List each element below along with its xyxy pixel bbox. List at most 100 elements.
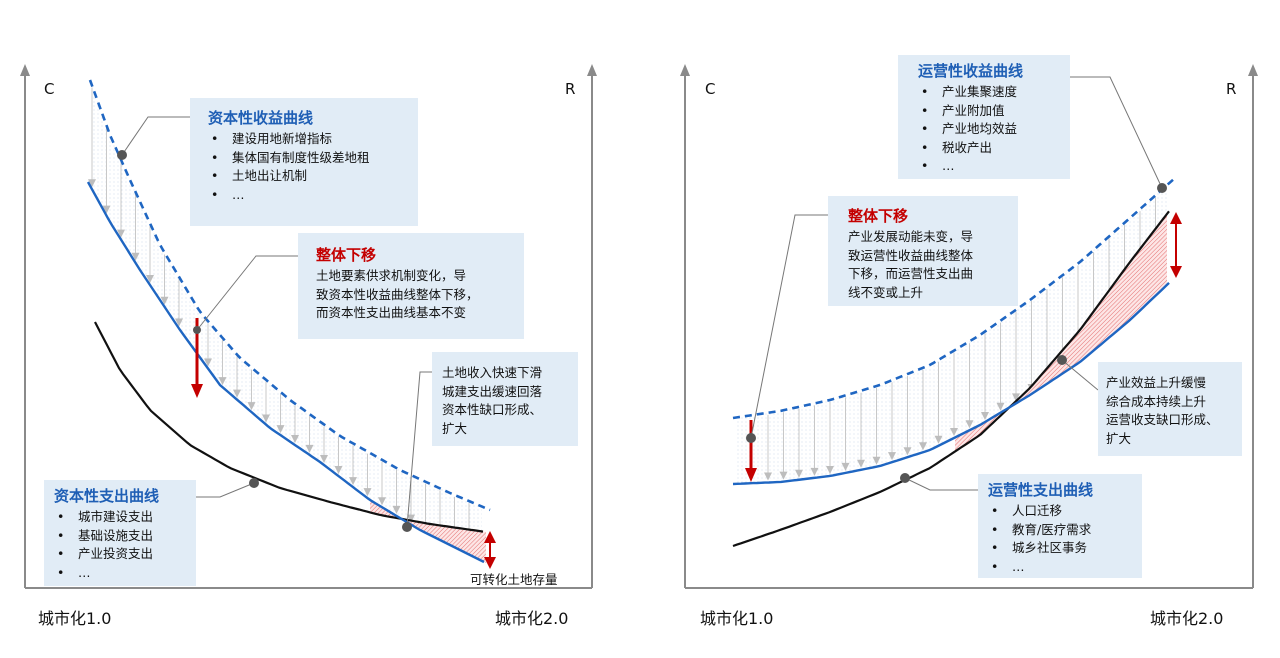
shift-arrowhead [919, 442, 927, 451]
text-line: 运营收支缺口形成、 [1106, 412, 1219, 427]
list-item: 基础设施支出 [54, 527, 196, 546]
list-item: 城乡社区事务 [988, 539, 1142, 558]
shift-arrowhead [233, 389, 241, 398]
shift-arrowhead [857, 459, 865, 468]
right-shift-title: 整体下移 [848, 207, 909, 225]
shift-arrowhead [262, 414, 270, 423]
left-expense-leader [196, 482, 255, 498]
left-gap-marker [402, 522, 412, 532]
list-item: … [54, 564, 196, 583]
left-dotted-fill [92, 85, 482, 561]
left-gap-arrowhead-top [484, 531, 496, 543]
list-item: 土地出让机制 [208, 167, 418, 186]
text-line: 产业效益上升缓慢 [1106, 375, 1207, 390]
text-line: 土地要素供求机制变化，导 [316, 268, 467, 283]
right-shift-leader [750, 214, 828, 439]
left-shift-arrows [88, 87, 473, 553]
right-operating-expense-curve [732, 210, 1170, 548]
left-gap-box: 土地收入快速下滑 城建支出缓速回落 资本性缺口形成、 扩大 [432, 352, 578, 446]
list-item: 教育/医疗需求 [988, 521, 1142, 540]
left-shift-marker [193, 326, 201, 334]
shift-arrowhead [779, 471, 788, 480]
left-gap-leader [406, 371, 432, 528]
left-x-start-label: 城市化1.0 [38, 609, 112, 628]
list-item: 产业投资支出 [54, 545, 196, 564]
text-line: 致运营性收益曲线整体 [848, 247, 974, 263]
left-capital-expense-title: 资本性支出曲线 [54, 487, 160, 505]
left-land-stock-label: 可转化土地存量 [470, 572, 558, 587]
list-item: 建设用地新增指标 [208, 130, 418, 149]
right-operating-expense-box: 运营性支出曲线 人口迁移 教育/医疗需求 城乡社区事务 … [978, 474, 1142, 578]
right-gap-box: 产业效益上升缓慢 综合成本持续上升 运营收支缺口形成、 扩大 [1098, 362, 1242, 456]
shift-arrowhead [131, 252, 140, 261]
left-capital-expense-curve [94, 321, 484, 533]
shift-arrowhead [349, 477, 357, 486]
left-gap-arrowhead-bottom [484, 557, 496, 569]
list-item: … [918, 157, 1070, 176]
left-capital-income-title: 资本性收益曲线 [208, 109, 314, 127]
right-gap-arrowhead-bottom [1170, 266, 1182, 278]
list-item: … [208, 186, 418, 205]
list-item: 城市建设支出 [54, 508, 196, 527]
shift-arrowhead [392, 505, 401, 514]
list-item: 税收产出 [918, 139, 1070, 158]
shift-arrowhead [795, 469, 803, 478]
shift-arrowhead [826, 466, 834, 474]
left-shift-title: 整体下移 [316, 246, 377, 264]
list-item: 产业附加值 [918, 102, 1070, 121]
text-line: 而资本性支出曲线基本不变 [316, 305, 467, 320]
shift-arrowhead [160, 296, 169, 305]
text-line: 资本性缺口形成、 [442, 402, 543, 417]
right-gap-leader [1061, 359, 1099, 391]
left-income-marker [117, 150, 127, 160]
right-operating-income-curve-shifted [732, 282, 1170, 486]
shift-arrowhead [175, 318, 183, 327]
shift-arrowhead [1012, 393, 1020, 402]
right-axis-right-label: R [1226, 80, 1237, 98]
left-shift-box: 整体下移 土地要素供求机制变化，导 致资本性收益曲线整体下移， 而资本性支出曲线… [298, 233, 524, 339]
right-expense-marker [900, 473, 910, 483]
right-operating-income-box: 运营性收益曲线 产业集聚速度 产业附加值 产业地均效益 税收产出 … [898, 55, 1070, 179]
list-item: 集体国有制度性级差地租 [208, 149, 418, 168]
right-shift-box: 整体下移 产业发展动能未变，导 致运营性收益曲线整体 下移，而运营性支出曲 线不… [828, 196, 1018, 306]
left-expense-marker [249, 478, 259, 488]
shift-arrowhead [378, 497, 386, 506]
text-line: 致资本性收益曲线整体下移， [316, 286, 479, 302]
text-line: 下移，而运营性支出曲 [848, 266, 974, 281]
list-item: 人口迁移 [988, 502, 1142, 521]
text-line: 产业发展动能未变，导 [848, 229, 974, 244]
right-operating-expense-title: 运营性支出曲线 [988, 481, 1094, 499]
right-panel [680, 64, 1258, 589]
shift-arrowhead [888, 452, 896, 461]
right-income-marker [1157, 183, 1167, 193]
text-line: 城建支出缓速回落 [442, 383, 543, 399]
left-x-end-label: 城市化2.0 [495, 609, 569, 628]
list-item: 产业集聚速度 [918, 83, 1070, 102]
list-item: 产业地均效益 [918, 120, 1070, 139]
left-capital-income-curve-original [88, 79, 491, 512]
text-line: 综合成本持续上升 [1106, 393, 1207, 409]
right-expense-leader [904, 477, 978, 491]
shift-arrowhead [146, 275, 154, 283]
right-operating-income-curve-original [732, 178, 1174, 420]
right-y2-axis-arrowhead [1248, 64, 1258, 76]
left-income-leader [121, 116, 190, 156]
shift-arrowhead [276, 425, 285, 434]
shift-arrowhead [841, 462, 850, 471]
shift-arrowhead [981, 412, 989, 420]
left-panel [20, 64, 597, 589]
shift-arrowhead [934, 435, 943, 444]
text-line: 土地收入快速下滑 [442, 365, 543, 380]
right-dotted-fill [735, 185, 1167, 484]
shift-arrowhead [117, 229, 125, 238]
right-y-axis-arrowhead [680, 64, 690, 76]
left-axis-right-label: R [565, 80, 576, 98]
shift-arrowhead [305, 444, 314, 453]
text-line: 线不变或上升 [848, 284, 924, 300]
left-capital-income-curve-shifted [86, 181, 485, 564]
shift-arrowhead [247, 402, 256, 411]
right-income-leader [1070, 76, 1163, 189]
left-capital-income-box: 资本性收益曲线 建设用地新增指标 集体国有制度性级差地租 土地出让机制 … [190, 98, 418, 226]
right-gap-arrowhead-top [1170, 212, 1182, 224]
